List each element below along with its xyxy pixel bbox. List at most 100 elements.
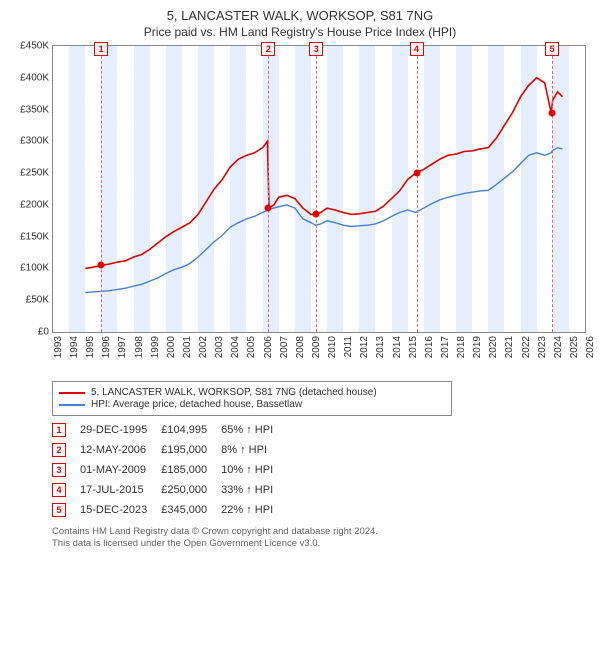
table-row: 5 15-DEC-2023£345,00022% ↑ HPI	[52, 500, 287, 520]
chart-container: 5, LANCASTER WALK, WORKSOP, S81 7NG Pric…	[0, 0, 600, 557]
xtick-label: 2025	[569, 336, 580, 358]
sale-point	[98, 262, 105, 269]
sale-delta: 8% ↑ HPI	[221, 440, 287, 460]
row-marker: 5	[52, 503, 66, 517]
xtick-label: 2004	[230, 336, 241, 358]
footer: Contains HM Land Registry data © Crown c…	[52, 526, 590, 551]
sale-delta: 33% ↑ HPI	[221, 480, 287, 500]
sale-date: 12-MAY-2006	[80, 440, 161, 460]
legend-label-hpi: HPI: Average price, detached house, Bass…	[91, 399, 302, 410]
table-row: 2 12-MAY-2006£195,0008% ↑ HPI	[52, 440, 287, 460]
ytick-label: £100K	[20, 263, 49, 274]
xtick-label: 2013	[375, 336, 386, 358]
footer-line-1: Contains HM Land Registry data © Crown c…	[52, 526, 590, 538]
legend-row-hpi: HPI: Average price, detached house, Bass…	[59, 399, 445, 410]
row-marker: 1	[52, 423, 66, 437]
xtick-label: 2011	[343, 336, 354, 358]
xtick-label: 2010	[327, 336, 338, 358]
footer-line-2: This data is licensed under the Open Gov…	[52, 538, 590, 550]
legend: 5, LANCASTER WALK, WORKSOP, S81 7NG (det…	[52, 381, 452, 416]
xtick-label: 2001	[182, 336, 193, 358]
series-property	[85, 78, 562, 269]
row-marker: 4	[52, 483, 66, 497]
row-marker: 3	[52, 463, 66, 477]
sale-date: 15-DEC-2023	[80, 500, 161, 520]
xtick-label: 2020	[488, 336, 499, 358]
xtick-label: 2003	[214, 336, 225, 358]
xtick-label: 2009	[311, 336, 322, 358]
sale-delta: 65% ↑ HPI	[221, 420, 287, 440]
xtick-label: 1994	[69, 336, 80, 358]
sale-marker: 5	[545, 42, 559, 56]
legend-swatch-property	[59, 392, 85, 394]
xtick-label: 2005	[246, 336, 257, 358]
sale-marker: 4	[410, 42, 424, 56]
xtick-label: 2000	[166, 336, 177, 358]
table-row: 3 01-MAY-2009£185,00010% ↑ HPI	[52, 460, 287, 480]
sale-price: £345,000	[161, 500, 221, 520]
sale-point	[313, 211, 320, 218]
plot-area: £0£50K£100K£150K£200K£250K£300K£350K£400…	[52, 45, 586, 333]
ytick-label: £0	[38, 327, 49, 338]
chart-subtitle: Price paid vs. HM Land Registry's House …	[10, 25, 590, 39]
xtick-label: 2007	[279, 336, 290, 358]
xtick-label: 1997	[117, 336, 128, 358]
xtick-label: 2012	[359, 336, 370, 358]
legend-label-property: 5, LANCASTER WALK, WORKSOP, S81 7NG (det…	[91, 387, 377, 398]
ytick-label: £200K	[20, 199, 49, 210]
ytick-label: £300K	[20, 136, 49, 147]
xtick-label: 2015	[408, 336, 419, 358]
ytick-label: £400K	[20, 72, 49, 83]
sales-table: 1 29-DEC-1995£104,99565% ↑ HPI 2 12-MAY-200…	[52, 420, 287, 520]
xtick-label: 2017	[440, 336, 451, 358]
xtick-label: 2018	[456, 336, 467, 358]
sale-point	[549, 109, 556, 116]
ytick-label: £250K	[20, 168, 49, 179]
table-row: 4 17-JUL-2015£250,00033% ↑ HPI	[52, 480, 287, 500]
xtick-label: 2023	[537, 336, 548, 358]
xtick-label: 2021	[504, 336, 515, 358]
ytick-label: £150K	[20, 231, 49, 242]
xtick-label: 2026	[585, 336, 596, 358]
sale-marker: 2	[261, 42, 275, 56]
sale-marker: 1	[94, 42, 108, 56]
xtick-label: 2019	[472, 336, 483, 358]
plot-wrapper: £0£50K£100K£150K£200K£250K£300K£350K£400…	[52, 45, 586, 375]
sale-marker: 3	[309, 42, 323, 56]
sale-vline	[268, 46, 269, 332]
xtick-label: 2016	[424, 336, 435, 358]
ytick-label: £50K	[26, 295, 49, 306]
xtick-label: 2014	[392, 336, 403, 358]
sale-date: 29-DEC-1995	[80, 420, 161, 440]
sale-date: 17-JUL-2015	[80, 480, 161, 500]
sale-vline	[316, 46, 317, 332]
ytick-label: £350K	[20, 104, 49, 115]
xtick-label: 2024	[553, 336, 564, 358]
row-marker: 2	[52, 443, 66, 457]
sale-price: £250,000	[161, 480, 221, 500]
sale-price: £104,995	[161, 420, 221, 440]
sale-delta: 10% ↑ HPI	[221, 460, 287, 480]
xtick-label: 1995	[85, 336, 96, 358]
xtick-label: 1996	[101, 336, 112, 358]
sale-date: 01-MAY-2009	[80, 460, 161, 480]
chart-title: 5, LANCASTER WALK, WORKSOP, S81 7NG	[10, 8, 590, 23]
xtick-label: 2006	[263, 336, 274, 358]
sale-delta: 22% ↑ HPI	[221, 500, 287, 520]
xtick-label: 1999	[150, 336, 161, 358]
sale-point	[413, 170, 420, 177]
sale-vline	[101, 46, 102, 332]
sale-point	[265, 205, 272, 212]
legend-row-property: 5, LANCASTER WALK, WORKSOP, S81 7NG (det…	[59, 387, 445, 398]
xtick-label: 1993	[53, 336, 64, 358]
xtick-label: 2022	[521, 336, 532, 358]
sale-vline	[417, 46, 418, 332]
series-hpi	[85, 148, 562, 293]
chart-lines-svg	[53, 46, 585, 332]
sale-price: £185,000	[161, 460, 221, 480]
xtick-label: 2008	[295, 336, 306, 358]
legend-swatch-hpi	[59, 404, 85, 406]
table-row: 1 29-DEC-1995£104,99565% ↑ HPI	[52, 420, 287, 440]
sale-price: £195,000	[161, 440, 221, 460]
sale-vline	[552, 46, 553, 332]
